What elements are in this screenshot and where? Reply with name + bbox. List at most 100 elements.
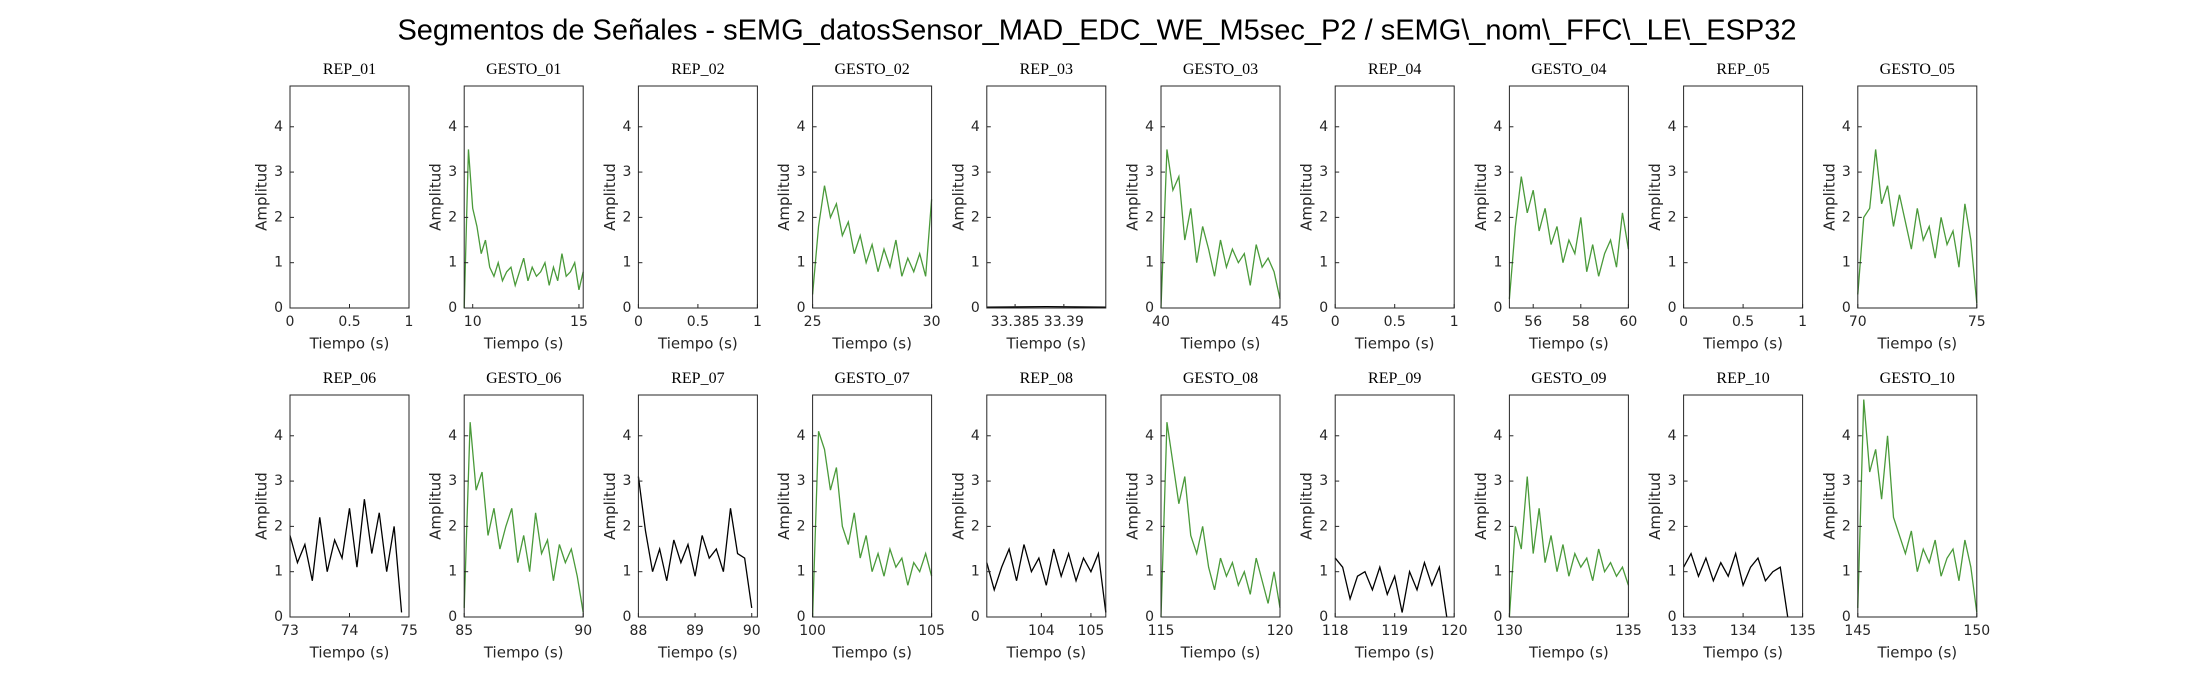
y-tick-label: 2 [1668,518,1677,534]
subplot: 0 1 2 3 4 56 58 60 GESTO_04 Tiempo (s) Amplitud [1472,61,1637,353]
signal-line [1334,557,1448,618]
subplot: 0 1 2 3 4 0 0.5 1 REP_05 Tiempo (s) Amplitud [1646,61,1807,353]
y-axis-label: Amplitud [253,163,271,231]
y-tick-label: 4 [622,119,631,135]
x-tick-label: 88 [629,623,647,639]
y-tick-label: 4 [971,119,980,135]
y-axis-label: Amplitud [1646,472,1664,540]
y-tick-label: 4 [1842,119,1851,135]
subplot-title: GESTO_09 [1531,370,1606,387]
subplot-title: REP_04 [1368,61,1421,78]
y-tick-label: 3 [448,473,457,489]
y-tick-label: 1 [1145,255,1154,271]
subplot-title: GESTO_01 [486,61,561,78]
subplot: 0 1 2 3 4 0 0.5 1 REP_04 Tiempo (s) Amplitud [1298,61,1459,353]
y-axis-label: Amplitud [1472,163,1490,231]
plot-area [812,86,932,308]
y-axis-label: Amplitud [775,472,793,540]
subplot-title: REP_01 [323,61,376,78]
y-tick-label: 2 [448,209,457,225]
x-axis-label: Tiempo (s) [657,644,738,662]
y-tick-label: 2 [1319,518,1328,534]
subplot: 0 1 2 3 4 133 134 135 REP_10 Tiempo (s) Amplitud [1646,370,1816,662]
signal-line [1160,149,1281,309]
subplot: 0 1 2 3 4 0 0.5 1 REP_01 Tiempo (s) Amplitud [253,61,414,353]
y-tick-label: 4 [1319,119,1328,135]
subplot-title: REP_05 [1716,61,1769,78]
x-tick-label: 105 [918,623,945,639]
plot-area [986,395,1106,617]
subplot: 0 1 2 3 4 104 105 REP_08 Tiempo (s) Amplitud [949,370,1107,662]
x-tick-label: 135 [1789,623,1816,639]
plot-area [1509,395,1629,617]
subplot-title: REP_08 [1020,370,1073,387]
y-axis-label: Amplitud [949,472,967,540]
x-axis-label: Tiempo (s) [1354,644,1435,662]
y-tick-label: 2 [797,209,806,225]
x-tick-label: 1 [405,314,414,330]
y-tick-label: 1 [1668,564,1677,580]
axes-box [1160,85,1281,309]
y-tick-label: 4 [622,428,631,444]
x-tick-label: 0 [1331,314,1340,330]
x-tick-label: 0 [286,314,295,330]
x-tick-label: 120 [1441,623,1468,639]
subplot: 0 1 2 3 4 10 15 GESTO_01 Tiempo (s) Amplitud [427,61,588,353]
x-tick-label: 119 [1381,623,1408,639]
y-tick-label: 3 [1145,473,1154,489]
x-tick-label: 74 [341,623,359,639]
subplot-title: GESTO_05 [1880,61,1955,78]
x-tick-label: 15 [570,314,588,330]
y-tick-label: 0 [274,300,283,316]
y-tick-label: 1 [622,255,631,271]
y-tick-label: 0 [971,609,980,625]
y-tick-label: 3 [1319,473,1328,489]
y-tick-label: 0 [274,609,283,625]
subplot-title: GESTO_08 [1183,370,1258,387]
x-tick-label: 1 [1798,314,1807,330]
y-tick-label: 0 [1319,300,1328,316]
y-tick-label: 2 [797,518,806,534]
y-tick-label: 3 [622,473,631,489]
x-axis-label: Tiempo (s) [1180,644,1261,662]
subplot-title: REP_09 [1368,370,1421,387]
y-tick-label: 3 [797,473,806,489]
x-tick-label: 134 [1730,623,1757,639]
signal-line [986,544,1107,613]
x-axis-label: Tiempo (s) [1702,644,1783,662]
y-axis-label: Amplitud [1472,472,1490,540]
y-tick-label: 0 [1842,609,1851,625]
x-axis-label: Tiempo (s) [1528,644,1609,662]
subplot: 0 1 2 3 4 145 150 GESTO_10 Tiempo (s) Amplitud [1820,370,1990,662]
y-tick-label: 1 [1145,564,1154,580]
x-axis-label: Tiempo (s) [309,335,390,353]
subplot-title: GESTO_02 [834,61,909,78]
y-tick-label: 1 [1668,255,1677,271]
x-tick-label: 89 [686,623,704,639]
plot-area [1683,86,1803,308]
y-tick-label: 4 [971,428,980,444]
subplot: 0 1 2 3 4 100 105 GESTO_07 Tiempo (s) Amplitud [775,370,945,662]
x-tick-label: 0.5 [1732,314,1754,330]
x-tick-label: 56 [1524,314,1542,330]
subplot-title: GESTO_07 [834,370,909,387]
y-tick-label: 1 [1842,564,1851,580]
x-tick-label: 73 [281,623,299,639]
x-axis-label: Tiempo (s) [1005,335,1086,353]
y-tick-label: 0 [448,609,457,625]
axes-box [1160,394,1281,618]
signal-line [289,499,403,613]
y-tick-label: 4 [797,428,806,444]
plot-area [290,395,409,617]
x-tick-label: 90 [743,623,761,639]
y-tick-label: 4 [1319,428,1328,444]
x-tick-label: 58 [1572,314,1590,330]
x-tick-label: 70 [1849,314,1867,330]
x-axis-label: Tiempo (s) [309,644,390,662]
plot-area [638,395,758,617]
x-axis-label: Tiempo (s) [1876,335,1957,353]
x-axis-label: Tiempo (s) [1180,335,1261,353]
x-tick-label: 120 [1267,623,1294,639]
y-tick-label: 0 [1145,300,1154,316]
y-tick-label: 3 [1493,473,1502,489]
